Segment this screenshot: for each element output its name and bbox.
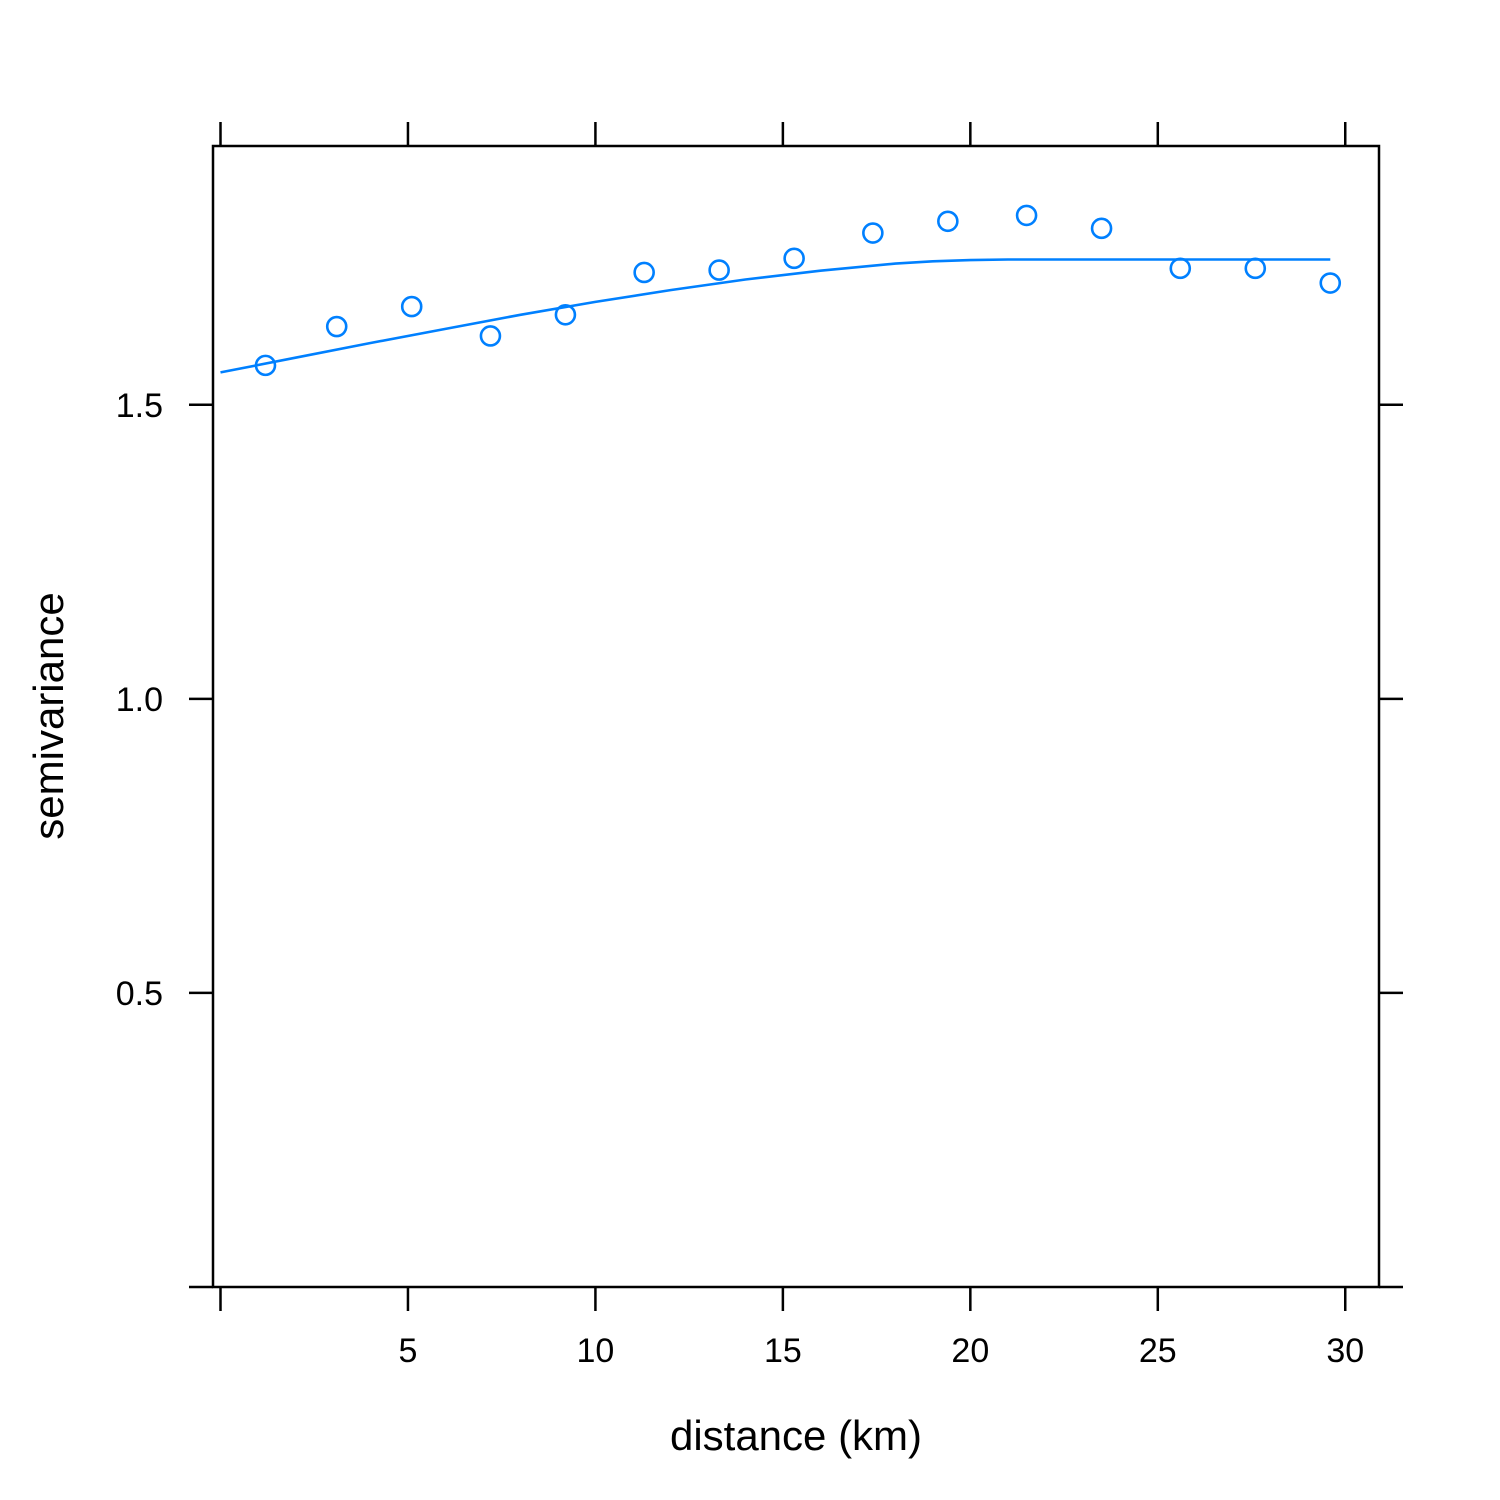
y-axis-title: semivariance bbox=[25, 592, 72, 839]
data-point bbox=[1015, 204, 1038, 227]
x-axis-tick-labels: 5 10 15 20 25 30 bbox=[398, 1332, 1364, 1370]
x-tick-label: 30 bbox=[1326, 1332, 1364, 1370]
y-tick-label: 1.0 bbox=[116, 681, 163, 719]
data-point bbox=[254, 354, 277, 377]
plot-frame bbox=[211, 144, 1381, 1289]
data-point bbox=[937, 210, 959, 233]
data-point bbox=[783, 247, 805, 270]
x-tick-label: 20 bbox=[951, 1332, 989, 1370]
data-point bbox=[479, 325, 502, 347]
x-tick-label: 15 bbox=[764, 1332, 802, 1370]
data-point bbox=[325, 315, 348, 338]
data-point bbox=[1090, 217, 1113, 240]
data-point bbox=[633, 261, 655, 284]
x-tick-label: 10 bbox=[577, 1332, 615, 1370]
x-tick-label: 5 bbox=[398, 1332, 417, 1370]
x-tick-label: 25 bbox=[1139, 1332, 1177, 1370]
y-tick-label: 1.5 bbox=[116, 387, 163, 425]
data-point bbox=[708, 259, 730, 281]
data-point bbox=[554, 303, 577, 326]
y-tick-label: 0.5 bbox=[116, 975, 163, 1013]
x-axis-ticks bbox=[219, 122, 1347, 1311]
fitted-model-line bbox=[220, 258, 1331, 374]
data-point bbox=[400, 295, 423, 318]
data-point bbox=[1169, 257, 1192, 280]
y-axis-ticks bbox=[189, 403, 1403, 1289]
data-points bbox=[254, 204, 1342, 377]
y-axis-tick-labels: 0.5 1.0 1.5 bbox=[116, 387, 163, 1013]
data-point bbox=[1319, 272, 1342, 294]
data-point bbox=[862, 222, 884, 244]
x-axis-title: distance (km) bbox=[670, 1412, 922, 1459]
data-point bbox=[1244, 257, 1267, 280]
